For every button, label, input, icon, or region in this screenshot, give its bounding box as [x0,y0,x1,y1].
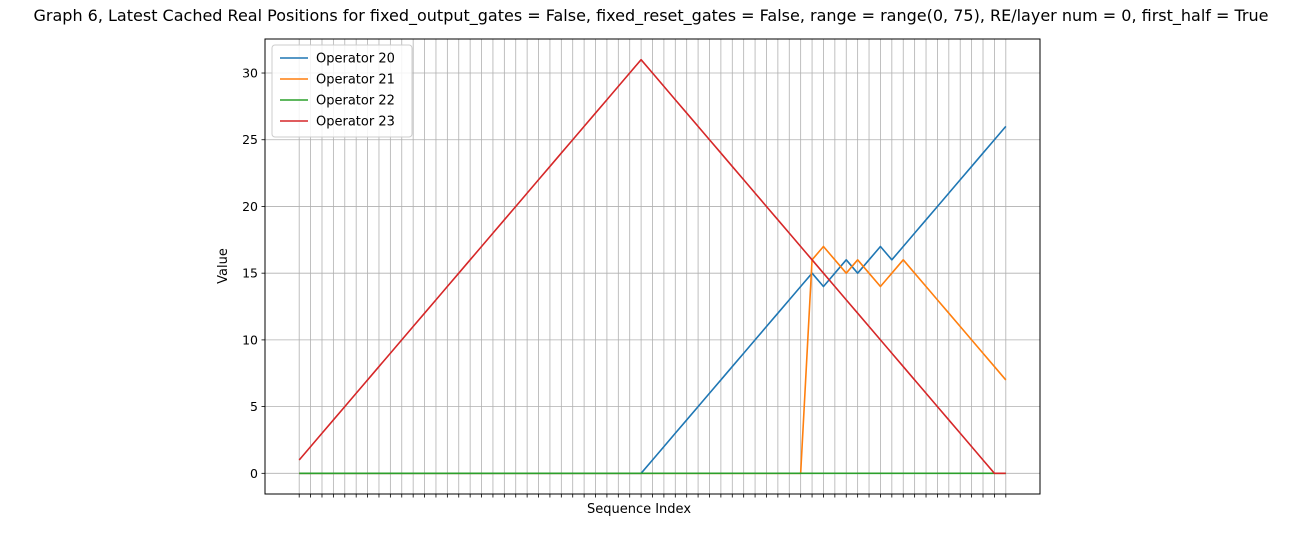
grid-lines [265,39,1040,494]
y-tick-label-4: 20 [242,199,258,214]
legend: Operator 20 Operator 21 Operator 22 Operato… [271,44,413,138]
y-tick-label-5: 25 [242,132,258,147]
series-line-4 [298,58,1006,475]
legend-box [271,44,413,138]
series-lines [298,58,1007,475]
legend-label-3: Operator 22 [316,94,395,109]
y-tick-label-6: 30 [242,66,258,81]
legend-label-1: Operator 20 [316,52,395,67]
y-tick-label-3: 15 [242,266,258,281]
legend-label-4: Operator 23 [316,115,395,130]
x-axis-label: Sequence Index [587,502,691,517]
chart-title: Graph 6, Latest Cached Real Positions fo… [33,6,1269,25]
axis-ticks: 0 5 10 15 20 25 30 [242,66,1007,498]
y-axis-label: Value [216,248,231,284]
y-tick-label-0: 0 [250,466,258,481]
y-tick-label-1: 5 [250,399,258,414]
y-tick-label-2: 10 [242,332,258,347]
legend-label-2: Operator 21 [316,73,395,88]
